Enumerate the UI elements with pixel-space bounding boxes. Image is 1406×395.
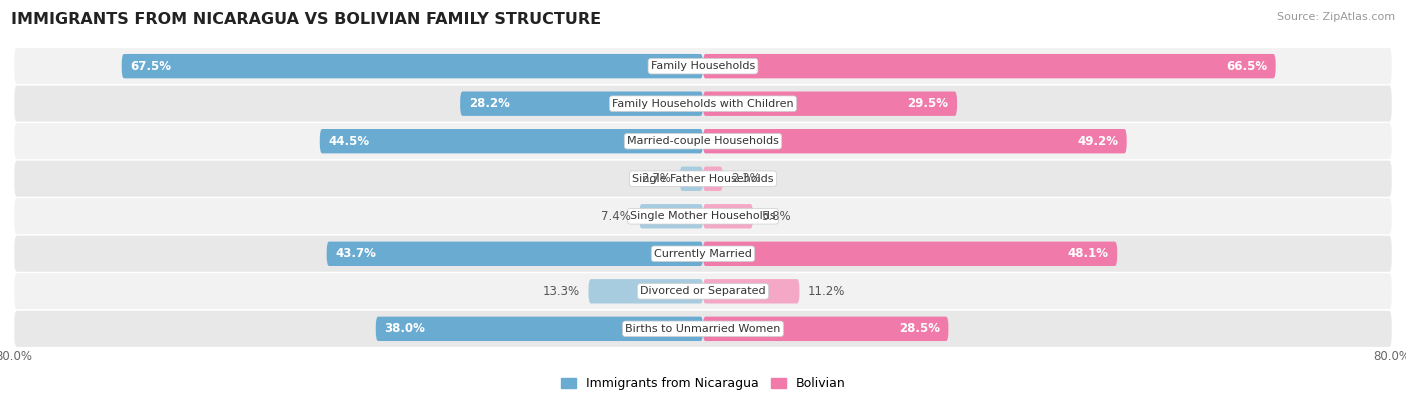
Text: 67.5%: 67.5% bbox=[131, 60, 172, 73]
FancyBboxPatch shape bbox=[14, 85, 1392, 122]
FancyBboxPatch shape bbox=[703, 92, 957, 116]
Text: 43.7%: 43.7% bbox=[335, 247, 377, 260]
Text: IMMIGRANTS FROM NICARAGUA VS BOLIVIAN FAMILY STRUCTURE: IMMIGRANTS FROM NICARAGUA VS BOLIVIAN FA… bbox=[11, 12, 602, 27]
Text: Births to Unmarried Women: Births to Unmarried Women bbox=[626, 324, 780, 334]
Text: 2.7%: 2.7% bbox=[641, 172, 671, 185]
FancyBboxPatch shape bbox=[703, 54, 1275, 78]
Text: Source: ZipAtlas.com: Source: ZipAtlas.com bbox=[1277, 12, 1395, 22]
Text: 28.5%: 28.5% bbox=[898, 322, 939, 335]
Text: Single Mother Households: Single Mother Households bbox=[630, 211, 776, 221]
FancyBboxPatch shape bbox=[703, 167, 723, 191]
Text: 66.5%: 66.5% bbox=[1226, 60, 1267, 73]
FancyBboxPatch shape bbox=[640, 204, 703, 228]
Text: Single Father Households: Single Father Households bbox=[633, 174, 773, 184]
FancyBboxPatch shape bbox=[14, 235, 1392, 273]
Text: Family Households with Children: Family Households with Children bbox=[612, 99, 794, 109]
Text: 11.2%: 11.2% bbox=[808, 285, 845, 298]
Text: Married-couple Households: Married-couple Households bbox=[627, 136, 779, 146]
Text: 13.3%: 13.3% bbox=[543, 285, 579, 298]
FancyBboxPatch shape bbox=[703, 279, 800, 303]
FancyBboxPatch shape bbox=[14, 198, 1392, 235]
Text: 5.8%: 5.8% bbox=[762, 210, 792, 223]
FancyBboxPatch shape bbox=[326, 242, 703, 266]
FancyBboxPatch shape bbox=[589, 279, 703, 303]
FancyBboxPatch shape bbox=[14, 47, 1392, 85]
Text: Currently Married: Currently Married bbox=[654, 249, 752, 259]
FancyBboxPatch shape bbox=[703, 242, 1118, 266]
FancyBboxPatch shape bbox=[703, 204, 754, 228]
FancyBboxPatch shape bbox=[14, 122, 1392, 160]
FancyBboxPatch shape bbox=[375, 317, 703, 341]
Text: 48.1%: 48.1% bbox=[1067, 247, 1108, 260]
FancyBboxPatch shape bbox=[122, 54, 703, 78]
FancyBboxPatch shape bbox=[14, 310, 1392, 348]
Text: 44.5%: 44.5% bbox=[329, 135, 370, 148]
Text: Family Households: Family Households bbox=[651, 61, 755, 71]
FancyBboxPatch shape bbox=[703, 317, 949, 341]
FancyBboxPatch shape bbox=[460, 92, 703, 116]
Text: 28.2%: 28.2% bbox=[468, 97, 509, 110]
Text: 29.5%: 29.5% bbox=[907, 97, 949, 110]
Text: Divorced or Separated: Divorced or Separated bbox=[640, 286, 766, 296]
FancyBboxPatch shape bbox=[14, 273, 1392, 310]
FancyBboxPatch shape bbox=[679, 167, 703, 191]
FancyBboxPatch shape bbox=[319, 129, 703, 153]
Text: 49.2%: 49.2% bbox=[1077, 135, 1118, 148]
Text: 38.0%: 38.0% bbox=[384, 322, 425, 335]
FancyBboxPatch shape bbox=[14, 160, 1392, 198]
FancyBboxPatch shape bbox=[703, 129, 1126, 153]
Text: 7.4%: 7.4% bbox=[600, 210, 631, 223]
Legend: Immigrants from Nicaragua, Bolivian: Immigrants from Nicaragua, Bolivian bbox=[555, 372, 851, 395]
Text: 2.3%: 2.3% bbox=[731, 172, 761, 185]
